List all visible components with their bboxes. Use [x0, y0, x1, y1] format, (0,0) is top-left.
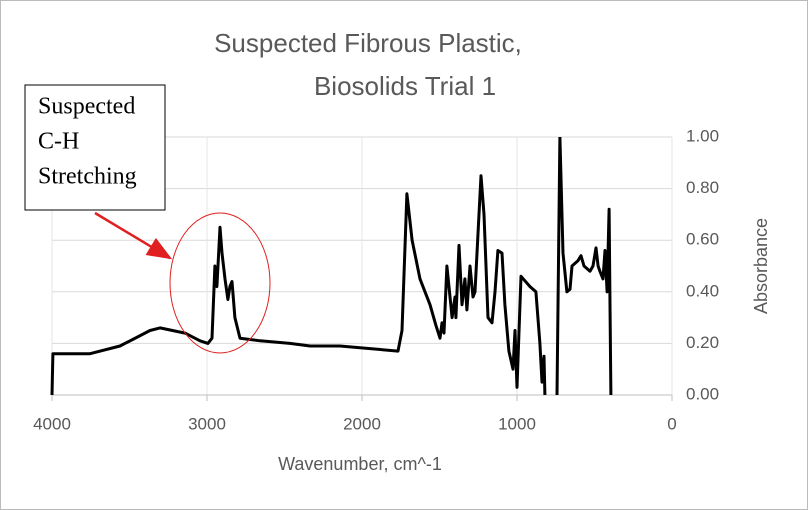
x-tick-label: 4000 [33, 414, 71, 433]
chart-title: Biosolids Trial 1 [314, 71, 496, 101]
x-tick-label: 3000 [188, 414, 226, 433]
highlight-ellipse [169, 212, 271, 354]
annotation-box [24, 84, 166, 211]
annotation: C-H [38, 129, 79, 155]
annotation: Stretching [38, 164, 137, 190]
y-axis-label: Absorbance [751, 218, 771, 314]
x-tick-label: 0 [667, 414, 676, 433]
y-tick-label: 0.60 [686, 230, 719, 249]
spectrum-line [50, 137, 613, 395]
y-tick-label: 0.20 [686, 333, 719, 352]
x-tick-label: 2000 [343, 414, 381, 433]
chart-title: Suspected Fibrous Plastic, [214, 28, 522, 58]
annotation: Suspected [38, 94, 135, 120]
y-tick-label: 1.00 [686, 126, 719, 145]
arrow [94, 211, 173, 260]
y-tick-label: 0.80 [686, 178, 719, 197]
y-tick-label: 0.40 [686, 281, 719, 300]
x-axis-label: Wavenumber, cm^-1 [278, 454, 442, 474]
x-tick-label: 1000 [498, 414, 536, 433]
y-tick-label: 0.00 [686, 384, 719, 403]
